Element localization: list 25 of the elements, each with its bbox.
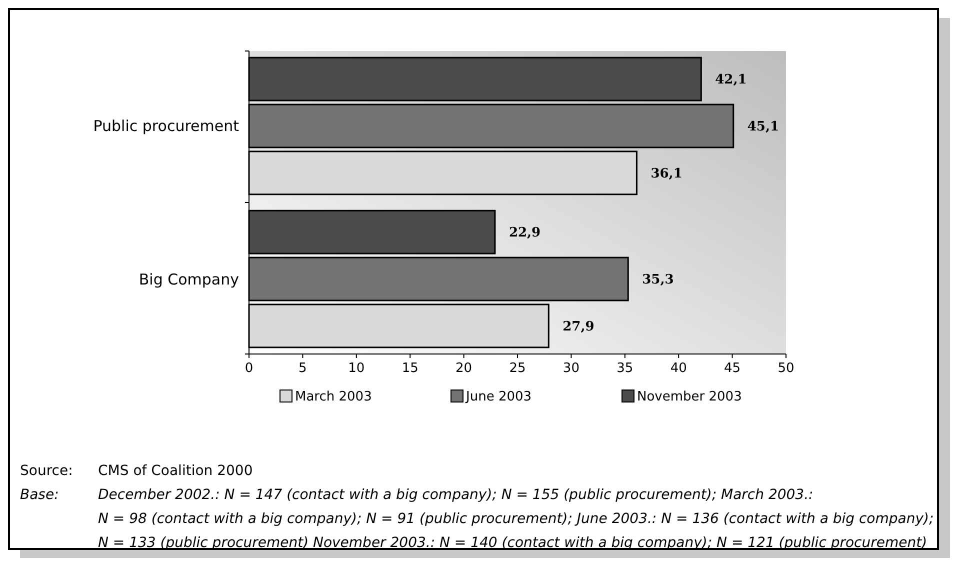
x-tick-label: 25: [509, 361, 526, 376]
data-label: 35,3: [642, 272, 674, 288]
x-tick-label: 50: [778, 361, 794, 376]
text: Source: CMS of Coalition 2000: [20, 463, 253, 479]
text: N = 98 (contact with a big company); N = 91 (public procurement); June 2003.: N = 136 (contact with a big company);: [98, 511, 934, 527]
y-tick-label: Big Company: [138, 270, 240, 288]
data-label: 42,1: [715, 72, 747, 88]
x-tick-label: 10: [348, 361, 365, 376]
data-label: 45,1: [747, 120, 780, 135]
x-tick-label: 0: [244, 361, 254, 376]
x-tick-label: 35: [616, 361, 634, 376]
x-tick-label: 15: [402, 361, 418, 376]
data-label: 27,9: [562, 319, 594, 334]
x-tick-label: 40: [670, 361, 687, 376]
x-tick-label: 20: [456, 361, 472, 376]
legend-label: June 2003: [465, 390, 532, 405]
x-tick-label: 30: [562, 361, 580, 376]
text: Base: December 2002.: N = 147 (contact with a big company); N = 155 (public procurement); March 2003.:: [20, 487, 814, 503]
data-label: 36,1: [650, 166, 682, 182]
x-tick-label: 45: [724, 361, 741, 376]
data-label: 22,9: [508, 226, 541, 241]
x-tick-label: 5: [298, 361, 307, 376]
legend-label: March 2003: [295, 390, 372, 405]
y-tick-label: Public procurement: [93, 117, 240, 136]
legend-label: November 2003: [637, 390, 742, 405]
